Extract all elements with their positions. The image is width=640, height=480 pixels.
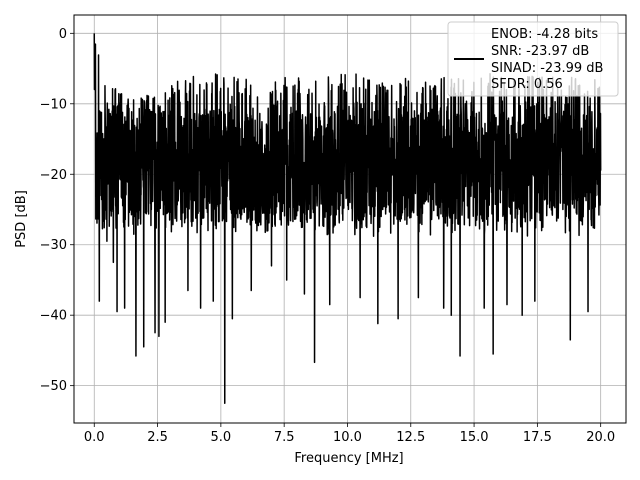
y-axis-label: PSD [dB] <box>14 190 29 248</box>
legend-box <box>447 21 619 97</box>
y-tick-label: −30 <box>40 238 67 253</box>
y-axis-ticks: 0 −10 −20 −30 −40 −50 <box>40 27 74 394</box>
legend-entry-sfdr: SFDR: 0.56 <box>491 77 563 92</box>
legend-entry-enob: ENOB: -4.28 bits <box>491 27 598 42</box>
x-tick-label: 0.0 <box>84 430 105 445</box>
legend: ENOB: -4.28 bits SNR: -23.97 dB SINAD: -… <box>447 21 619 97</box>
x-tick-label: 2.5 <box>147 430 168 445</box>
y-tick-label: 0 <box>59 27 67 42</box>
legend-entry-sinad: SINAD: -23.99 dB <box>491 61 603 76</box>
y-tick-label: −40 <box>40 309 67 324</box>
x-tick-label: 7.5 <box>274 430 295 445</box>
x-tick-label: 17.5 <box>523 430 552 445</box>
y-tick-label: −10 <box>40 97 67 112</box>
y-tick-label: −20 <box>40 168 67 183</box>
x-axis-label: Frequency [MHz] <box>294 451 403 466</box>
x-tick-label: 12.5 <box>396 430 425 445</box>
y-tick-label: −50 <box>40 379 67 394</box>
x-tick-label: 20.0 <box>586 430 615 445</box>
x-tick-label: 5.0 <box>211 430 232 445</box>
x-axis-ticks: 0.0 2.5 5.0 7.5 10.0 12.5 15.0 17.5 20.0 <box>84 423 615 445</box>
x-tick-label: 15.0 <box>460 430 489 445</box>
series-layer <box>93 33 602 405</box>
x-tick-label: 10.0 <box>333 430 362 445</box>
legend-entry-snr: SNR: -23.97 dB <box>491 44 589 59</box>
axes-frame <box>73 14 627 424</box>
psd-series-line <box>93 33 602 405</box>
